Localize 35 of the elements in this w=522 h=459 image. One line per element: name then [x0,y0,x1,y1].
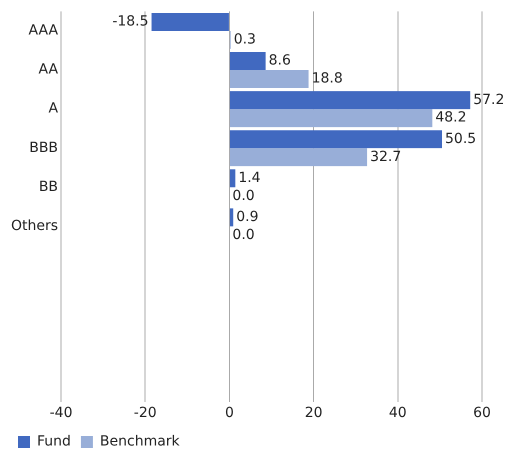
bar [230,109,432,128]
data-label: 48.2 [435,110,466,126]
x-tick-label: 0 [224,405,234,422]
x-tick-label: 20 [304,405,323,422]
data-label: 1.4 [238,170,261,186]
bar [230,208,234,226]
data-label: 57.2 [473,92,504,108]
bar [230,52,266,70]
x-tick-label: 60 [473,405,491,422]
bar [152,12,229,31]
data-label: 18.8 [312,70,343,87]
y-tick-label: A [48,100,58,117]
y-tick-label: AAA [28,22,58,39]
data-label: 0.0 [232,226,255,243]
x-tick-label: 40 [388,405,407,422]
data-label: 0.0 [232,188,255,204]
y-tick-label: Others [11,218,58,234]
x-tick-label: -40 [50,405,72,422]
x-tick-label: -20 [134,405,157,422]
bar [230,91,470,110]
bar [230,70,309,88]
legend-label: Benchmark [100,434,181,450]
data-label: 32.7 [370,148,402,165]
bar [230,130,442,148]
legend-label: Fund [37,434,71,450]
bar [230,169,236,188]
y-tick-label: BBB [29,140,58,156]
bar [230,148,368,166]
data-label: 8.6 [268,52,291,69]
y-tick-label: BB [38,178,58,195]
data-label: 0.9 [236,208,258,225]
y-tick-label: AA [38,62,58,78]
data-label: -18.5 [112,14,149,30]
data-label: 0.3 [234,32,256,48]
data-label: 50.5 [445,130,476,147]
